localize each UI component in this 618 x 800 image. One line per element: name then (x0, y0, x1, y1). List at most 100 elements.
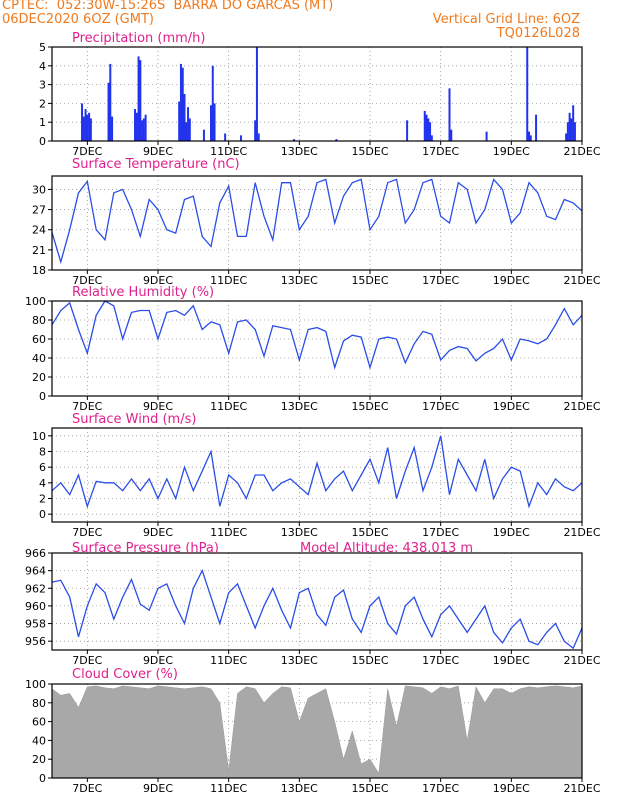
precip-bar (528, 131, 530, 141)
wind-ytick-label: 10 (32, 430, 46, 443)
precip-bar (448, 88, 451, 141)
pressure-ytick-label: 958 (25, 618, 46, 631)
precip-bar (142, 118, 145, 141)
precip-xtick-label: 11DEC (210, 145, 247, 158)
pressure-xtick-label: 9DEC (143, 654, 173, 667)
temp-ytick-label: 30 (32, 183, 46, 196)
precip-bar (485, 131, 488, 141)
precip-bar (81, 103, 84, 141)
cloud-xtick-label: 11DEC (210, 782, 247, 795)
precip-bar (335, 139, 338, 141)
cloud-frame (51, 683, 583, 779)
cloud-ytick-label: 40 (32, 734, 46, 747)
precip-bar (406, 120, 409, 141)
wind-frame (51, 427, 583, 523)
rh-xtick-label: 9DEC (143, 400, 173, 413)
rh-xtick-label: 21DEC (563, 400, 600, 413)
header-grid-line: Vertical Grid Line: 6OZ (432, 12, 580, 27)
precip-bar (255, 47, 258, 141)
temp-xtick-label: 9DEC (143, 274, 173, 287)
precip-xtick-label: 19DEC (493, 145, 530, 158)
wind-xtick-label: 7DEC (72, 526, 102, 539)
precip-bar (135, 112, 138, 141)
precip-bar (139, 60, 142, 141)
precip-bar (144, 114, 147, 141)
pressure-xtick-label: 15DEC (351, 654, 388, 667)
precip-xtick-label: 17DEC (422, 145, 459, 158)
wind-xtick-label: 9DEC (143, 526, 173, 539)
precip-bar (430, 135, 433, 141)
precip-ytick-label: 1 (39, 116, 46, 129)
cloud-xtick-label: 19DEC (493, 782, 530, 795)
precip-bar (137, 56, 140, 141)
cloud-xtick-label: 9DEC (143, 782, 173, 795)
precip-bar (88, 112, 91, 141)
precip-bar (187, 107, 190, 141)
temp-ytick-label: 24 (32, 224, 46, 237)
temp-xtick-label: 19DEC (493, 274, 530, 287)
pressure-ytick-label: 962 (25, 582, 46, 595)
precip-bar (202, 129, 205, 141)
pressure-ytick-label: 960 (25, 600, 46, 613)
precip-bar (568, 112, 571, 141)
precip-bar (82, 116, 85, 141)
header-date: 06DEC2020 6OZ (GMT) (2, 12, 154, 27)
wind-xtick-label: 21DEC (563, 526, 600, 539)
precip-bar (179, 63, 182, 141)
rh-frame (51, 300, 583, 397)
cloud-xtick-label: 13DEC (281, 782, 318, 795)
pressure-frame (51, 552, 583, 651)
header-model-code: TQ0126L028 (496, 26, 580, 41)
precip-bar (572, 105, 575, 141)
precip-bar (141, 120, 144, 141)
pressure-xtick-label: 19DEC (493, 654, 530, 667)
precip-ytick-label: 4 (39, 60, 46, 73)
wind-xtick-label: 13DEC (281, 526, 318, 539)
temp-xtick-label: 7DEC (72, 274, 102, 287)
rh-xtick-label: 13DEC (281, 400, 318, 413)
precip-xtick-label: 9DEC (143, 145, 173, 158)
rh-series-line (51, 300, 583, 370)
rh-ytick-label: 80 (32, 314, 46, 327)
temp-series-line (51, 178, 583, 265)
cloud-ytick-label: 100 (25, 678, 46, 691)
precip-bar (240, 135, 243, 141)
temp-xtick-label: 17DEC (422, 274, 459, 287)
precip-bar (86, 114, 89, 141)
wind-ytick-label: 6 (39, 461, 46, 474)
rh-ytick-label: 20 (32, 371, 46, 384)
wind-ytick-label: 0 (39, 508, 46, 521)
precip-bar (450, 129, 453, 141)
precip-ytick-label: 0 (39, 135, 46, 148)
wind-panel (48, 427, 583, 526)
header-location: CPTEC: 052:30W-15:26S BARRA DO GARCAS (M… (2, 0, 334, 13)
pressure-title: Surface Pressure (hPa) (72, 541, 219, 556)
cloud-xtick-label: 7DEC (72, 782, 102, 795)
precip-ytick-label: 2 (39, 97, 46, 110)
precip-frame (51, 46, 583, 142)
pressure-annotation: Model Altitude: 438.013 m (300, 541, 473, 556)
precip-xtick-label: 7DEC (72, 145, 102, 158)
precip-panel (48, 46, 583, 145)
rh-xtick-label: 19DEC (493, 400, 530, 413)
precip-bar (254, 120, 257, 141)
cloud-ytick-label: 0 (39, 772, 46, 785)
precip-bar (566, 122, 569, 141)
precip-bar (185, 122, 188, 141)
wind-series-line (51, 435, 583, 509)
pressure-xtick-label: 17DEC (422, 654, 459, 667)
precip-bar (213, 103, 216, 141)
precip-bar (565, 133, 568, 141)
precip-bar (111, 116, 114, 141)
rh-xtick-label: 17DEC (422, 400, 459, 413)
cloud-area (51, 685, 583, 779)
cloud-ytick-label: 80 (32, 697, 46, 710)
wind-ytick-label: 4 (39, 477, 46, 490)
temp-ytick-label: 18 (32, 264, 46, 277)
cloud-xtick-label: 17DEC (422, 782, 459, 795)
temp-xtick-label: 15DEC (351, 274, 388, 287)
rh-ytick-label: 40 (32, 352, 46, 365)
rh-ytick-label: 60 (32, 333, 46, 346)
pressure-series-line (51, 568, 583, 650)
